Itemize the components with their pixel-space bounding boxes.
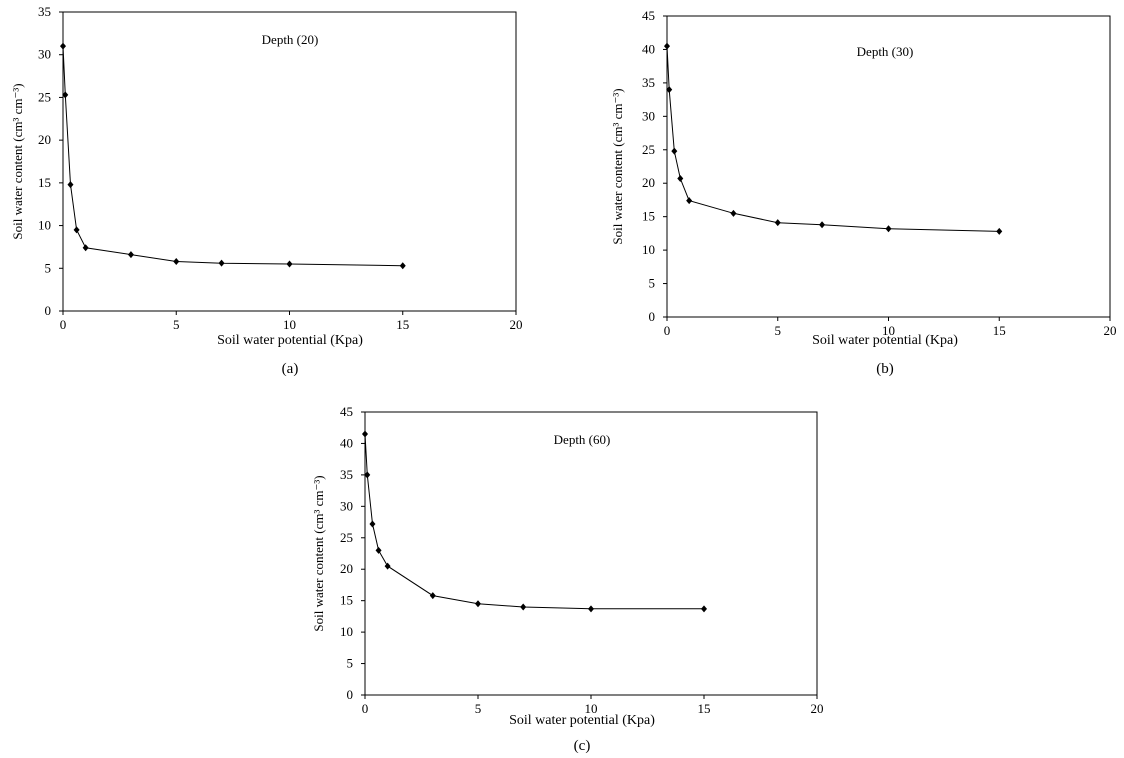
data-point (67, 181, 74, 189)
y-tick-label: 5 (649, 276, 656, 291)
x-tick-label: 10 (882, 323, 895, 338)
data-point (127, 251, 134, 259)
data-point (686, 197, 693, 205)
y-tick-label: 5 (45, 260, 52, 275)
x-tick-label: 20 (510, 317, 523, 332)
x-tick-label: 0 (664, 323, 671, 338)
data-point (218, 259, 225, 267)
y-tick-label: 0 (45, 303, 52, 318)
data-point (671, 147, 678, 155)
data-point (429, 592, 436, 600)
x-axis-label: Soil water potential (Kpa) (217, 333, 363, 348)
panel-caption: (c) (574, 738, 591, 754)
y-tick-label: 15 (642, 209, 655, 224)
plot-area-frame (364, 411, 818, 696)
chart-panel-3: 0 5 10 15 20 25 30 35 40 45 0 5 10 15 20 Soil water pot… (311, 404, 824, 754)
series-line (666, 46, 1000, 232)
data-point (384, 562, 391, 570)
y-tick-label: 35 (642, 75, 655, 90)
data-point (369, 520, 376, 528)
y-tick-label: 10 (38, 218, 51, 233)
panel-caption: (a) (282, 361, 299, 377)
data-point (677, 175, 684, 183)
x-tick-label: 10 (283, 317, 296, 332)
chart-panel-1: 0 5 10 15 20 25 30 35 0 5 10 15 20 Soil water potenti… (10, 4, 523, 377)
y-tick-label: 35 (340, 467, 353, 482)
y-tick-label: 20 (38, 132, 51, 147)
y-tick-label: 15 (340, 593, 353, 608)
y-tick-label: 40 (642, 41, 655, 56)
y-tick-label: 20 (642, 175, 655, 190)
data-point (62, 91, 69, 99)
y-tick-label: 40 (340, 435, 353, 450)
y-tick-label: 35 (38, 4, 51, 19)
data-point (82, 244, 89, 252)
y-tick-label: 25 (642, 142, 655, 157)
data-point (701, 605, 707, 613)
data-point (664, 42, 670, 50)
data-point (73, 226, 80, 234)
data-point (885, 225, 892, 233)
y-axis-label: Soil water content (cm³ cm⁻³) (311, 475, 326, 631)
y-tick-label: 10 (340, 624, 353, 639)
y-tick-label: 20 (340, 561, 353, 576)
y-tick-label: 45 (642, 8, 655, 23)
depth-annotation: Depth (60) (554, 432, 611, 447)
data-point (60, 42, 66, 50)
y-tick-label: 45 (340, 404, 353, 419)
y-tick-label: 0 (649, 309, 656, 324)
plot-area-frame (666, 15, 1111, 318)
data-point (666, 86, 673, 94)
data-point (819, 221, 826, 229)
data-point (475, 600, 481, 608)
data-point (520, 603, 527, 611)
y-axis-label: Soil water content (cm³ cm⁻³) (10, 83, 25, 239)
y-tick-label: 15 (38, 175, 51, 190)
x-tick-label: 5 (475, 701, 482, 716)
y-tick-label: 10 (642, 242, 655, 257)
panel-caption: (b) (876, 361, 894, 377)
data-point (286, 260, 293, 268)
series-line (62, 46, 403, 267)
y-tick-label: 0 (347, 687, 354, 702)
x-tick-label: 15 (698, 701, 711, 716)
y-tick-label: 5 (347, 656, 354, 671)
depth-annotation: Depth (20) (262, 32, 319, 47)
x-tick-label: 5 (173, 317, 180, 332)
y-tick-label: 30 (38, 47, 51, 62)
chart-panel-2: 0 5 10 15 20 25 30 35 40 45 0 5 10 15 20 Soil water pot… (610, 8, 1117, 377)
data-point (364, 471, 371, 479)
series-line (364, 433, 704, 610)
data-point (173, 257, 180, 265)
y-tick-label: 30 (642, 108, 655, 123)
y-axis-label: Soil water content (cm³ cm⁻³) (610, 88, 625, 244)
depth-annotation: Depth (30) (857, 44, 914, 59)
x-axis-label: Soil water potential (Kpa) (509, 713, 655, 728)
x-axis-label: Soil water potential (Kpa) (812, 333, 958, 348)
y-tick-label: 30 (340, 498, 353, 513)
x-tick-label: 20 (811, 701, 824, 716)
data-point (399, 262, 406, 270)
x-tick-label: 15 (993, 323, 1006, 338)
data-point (375, 546, 382, 554)
x-tick-label: 20 (1104, 323, 1117, 338)
data-point (730, 209, 737, 217)
x-tick-label: 5 (775, 323, 782, 338)
data-point (588, 605, 594, 613)
data-point (362, 430, 368, 438)
x-tick-label: 10 (585, 701, 598, 716)
data-point (774, 219, 781, 227)
x-tick-label: 0 (362, 701, 369, 716)
data-point (996, 227, 1003, 235)
x-tick-label: 0 (60, 317, 67, 332)
x-tick-label: 15 (396, 317, 409, 332)
y-tick-label: 25 (38, 89, 51, 104)
y-tick-label: 25 (340, 530, 353, 545)
